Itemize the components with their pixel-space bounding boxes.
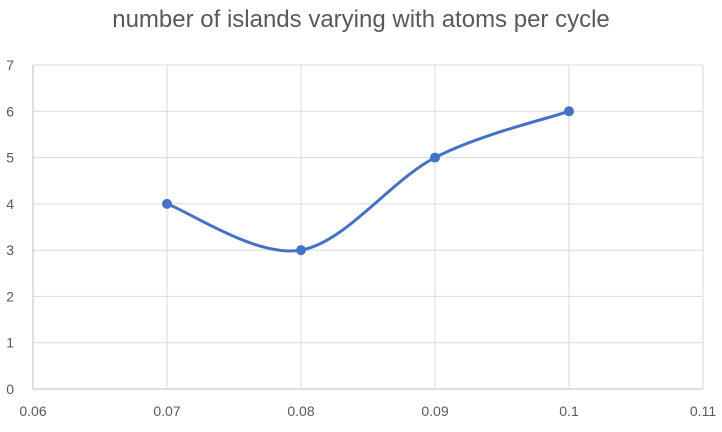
x-tick-label: 0.09 <box>421 403 448 419</box>
x-tick-label: 0.11 <box>690 403 716 419</box>
y-tick-label: 4 <box>6 196 14 212</box>
x-tick-label: 0.07 <box>153 403 180 419</box>
data-point <box>564 106 574 117</box>
x-tick-label: 0.08 <box>287 403 314 419</box>
series-line <box>165 109 571 253</box>
chart-title: number of islands varying with atoms per… <box>112 6 610 33</box>
y-tick-label: 3 <box>6 242 14 258</box>
y-tick-label: 7 <box>6 57 14 73</box>
y-tick-label: 5 <box>6 150 14 166</box>
y-tick-label: 6 <box>6 103 14 119</box>
y-tick-label: 2 <box>6 288 14 304</box>
data-point <box>296 245 306 256</box>
x-tick-label: 0.1 <box>559 403 579 419</box>
x-tick-label: 0.06 <box>19 403 46 419</box>
y-tick-label: 0 <box>6 381 14 397</box>
data-point <box>162 198 172 209</box>
y-tick-label: 1 <box>6 335 14 351</box>
data-point <box>430 152 440 163</box>
